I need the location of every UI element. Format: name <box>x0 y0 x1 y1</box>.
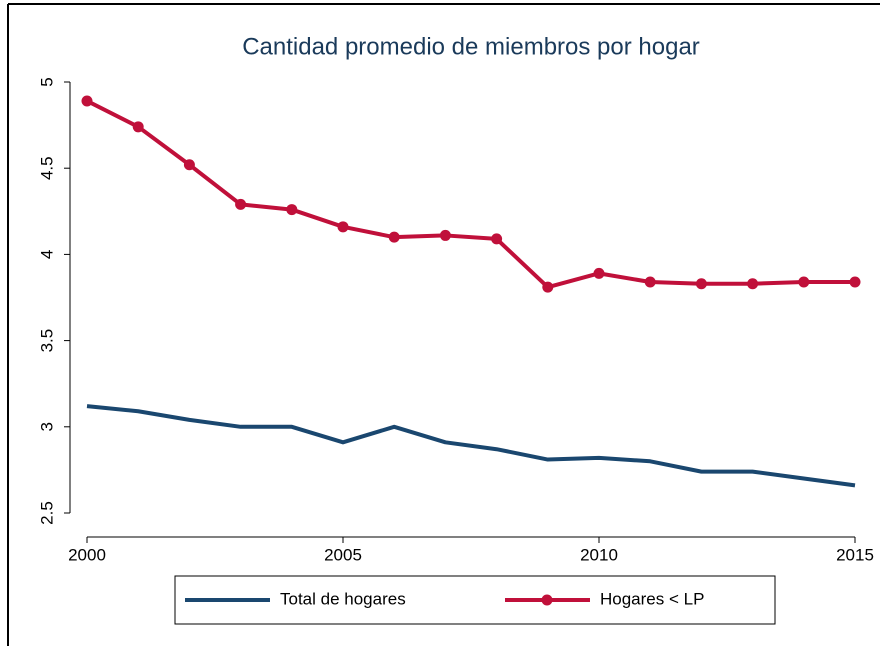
series-marker <box>491 233 503 245</box>
legend-box <box>174 575 776 625</box>
y-tick-label: 5 <box>37 77 56 86</box>
x-tick-label: 2010 <box>580 545 618 564</box>
y-tick-label: 4.5 <box>37 156 56 180</box>
series-line <box>86 404 856 488</box>
legend-marker <box>541 594 553 606</box>
x-tick-label: 2005 <box>324 545 362 564</box>
series-marker <box>747 278 759 290</box>
series-marker <box>81 95 93 107</box>
series-marker <box>132 121 144 133</box>
series-marker <box>183 159 195 171</box>
series-marker <box>644 276 656 288</box>
y-tick-label: 2.5 <box>37 501 56 525</box>
x-tick-label: 2015 <box>836 545 874 564</box>
series-marker <box>439 229 451 241</box>
series-line <box>86 99 855 290</box>
series-marker <box>235 198 247 210</box>
series-marker <box>798 276 810 288</box>
series-marker <box>695 278 707 290</box>
series-marker <box>849 276 861 288</box>
chart-title: Cantidad promedio de miembros por hogar <box>242 33 700 60</box>
series-marker <box>337 221 349 233</box>
series-marker <box>388 231 400 243</box>
x-tick-label: 2000 <box>68 545 106 564</box>
series-marker <box>286 204 298 216</box>
y-tick-label: 4 <box>37 250 56 259</box>
series-marker <box>542 281 554 293</box>
y-tick-label: 3.5 <box>37 329 56 353</box>
legend-label: Hogares < LP <box>600 589 704 608</box>
series-marker <box>593 267 605 279</box>
y-tick-label: 3 <box>37 422 56 431</box>
legend-label: Total de hogares <box>280 589 406 608</box>
